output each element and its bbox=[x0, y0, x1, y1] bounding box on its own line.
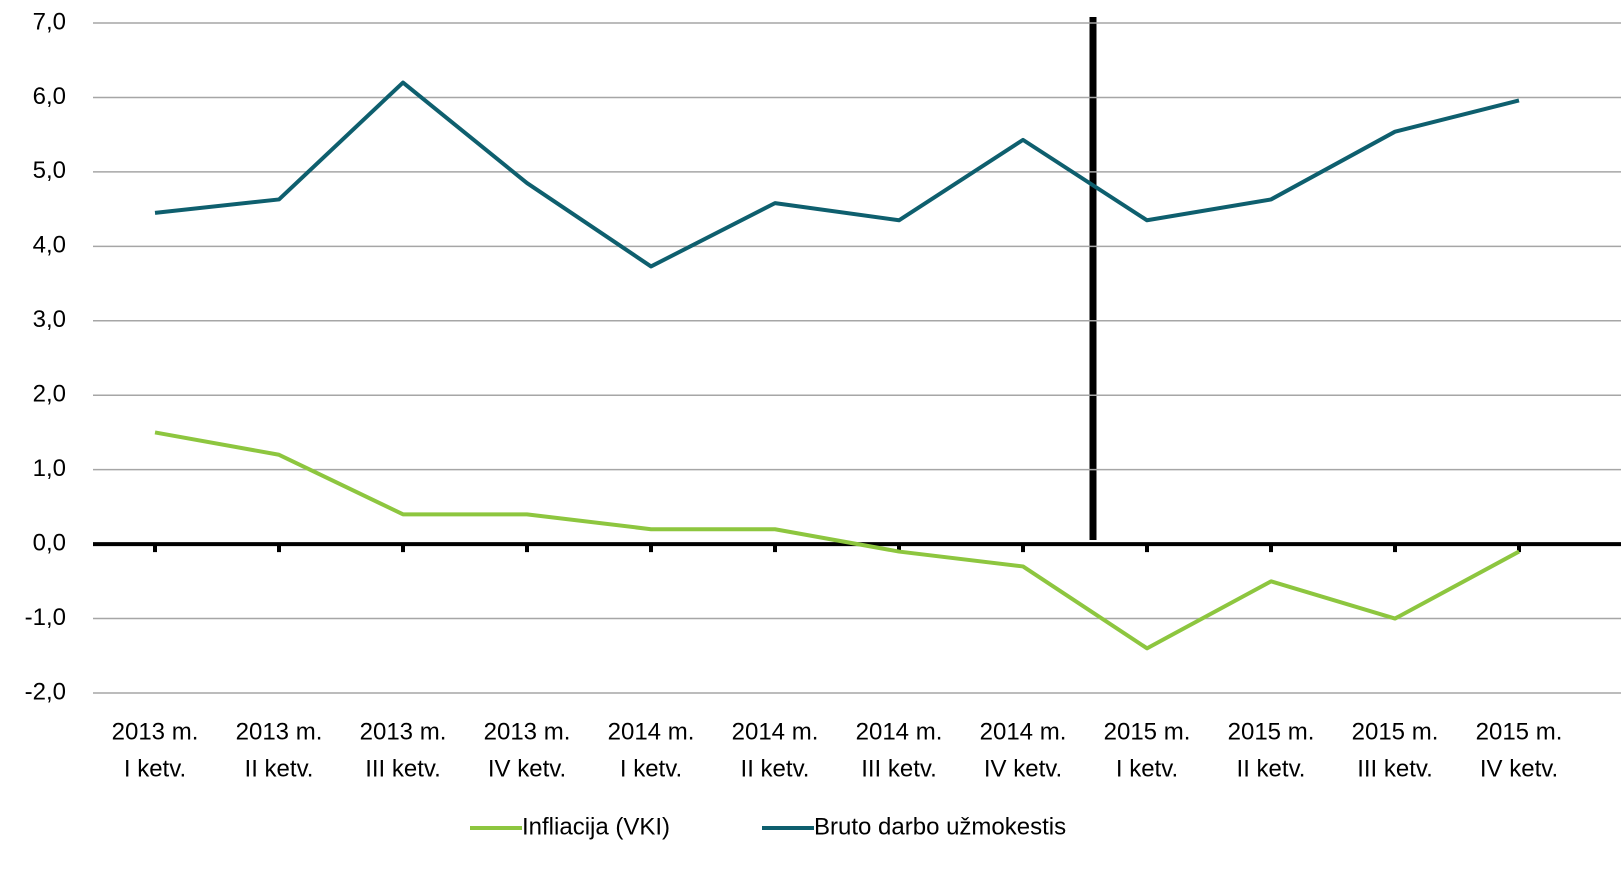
y-tick-label: 1,0 bbox=[33, 455, 66, 482]
x-tick-label: II ketv. bbox=[245, 755, 314, 782]
x-tick-label: 2013 m. bbox=[236, 718, 323, 745]
x-tick-label: II ketv. bbox=[741, 755, 810, 782]
x-tick-label: I ketv. bbox=[620, 755, 682, 782]
y-tick-label: 2,0 bbox=[33, 381, 66, 408]
x-tick-label: 2013 m. bbox=[484, 718, 571, 745]
x-tick-label: III ketv. bbox=[365, 755, 441, 782]
x-tick-label: I ketv. bbox=[124, 755, 186, 782]
y-tick-label: 7,0 bbox=[33, 8, 66, 35]
series-line bbox=[154, 80, 1520, 269]
x-tick-label: 2015 m. bbox=[1352, 718, 1439, 745]
x-tick-label: III ketv. bbox=[1357, 755, 1433, 782]
x-tick-label: IV ketv. bbox=[1480, 755, 1558, 782]
x-tick-label: 2015 m. bbox=[1104, 718, 1191, 745]
y-tick-label: 5,0 bbox=[33, 157, 66, 184]
x-tick-label: 2013 m. bbox=[360, 718, 447, 745]
x-tick-label: III ketv. bbox=[861, 755, 937, 782]
y-tick-label: -2,0 bbox=[25, 678, 66, 705]
x-tick-label: 2015 m. bbox=[1476, 718, 1563, 745]
y-tick-label: 3,0 bbox=[33, 306, 66, 333]
legend-label: Bruto darbo užmokestis bbox=[814, 813, 1066, 840]
x-tick-label: IV ketv. bbox=[488, 755, 566, 782]
x-tick-label: 2015 m. bbox=[1228, 718, 1315, 745]
y-tick-label: -1,0 bbox=[25, 604, 66, 631]
x-tick-label: 2014 m. bbox=[856, 718, 943, 745]
y-tick-label: 6,0 bbox=[33, 83, 66, 110]
legend-label: Infliacija (VKI) bbox=[522, 813, 670, 840]
x-tick-label: I ketv. bbox=[1116, 755, 1178, 782]
x-tick-label: 2014 m. bbox=[732, 718, 819, 745]
y-tick-label: 0,0 bbox=[33, 529, 66, 556]
series-line bbox=[154, 430, 1520, 651]
y-tick-label: 4,0 bbox=[33, 232, 66, 259]
x-tick-label: IV ketv. bbox=[984, 755, 1062, 782]
x-tick-label: 2014 m. bbox=[980, 718, 1067, 745]
x-tick-label: 2014 m. bbox=[608, 718, 695, 745]
x-tick-label: II ketv. bbox=[1237, 755, 1306, 782]
x-tick-label: 2013 m. bbox=[112, 718, 199, 745]
